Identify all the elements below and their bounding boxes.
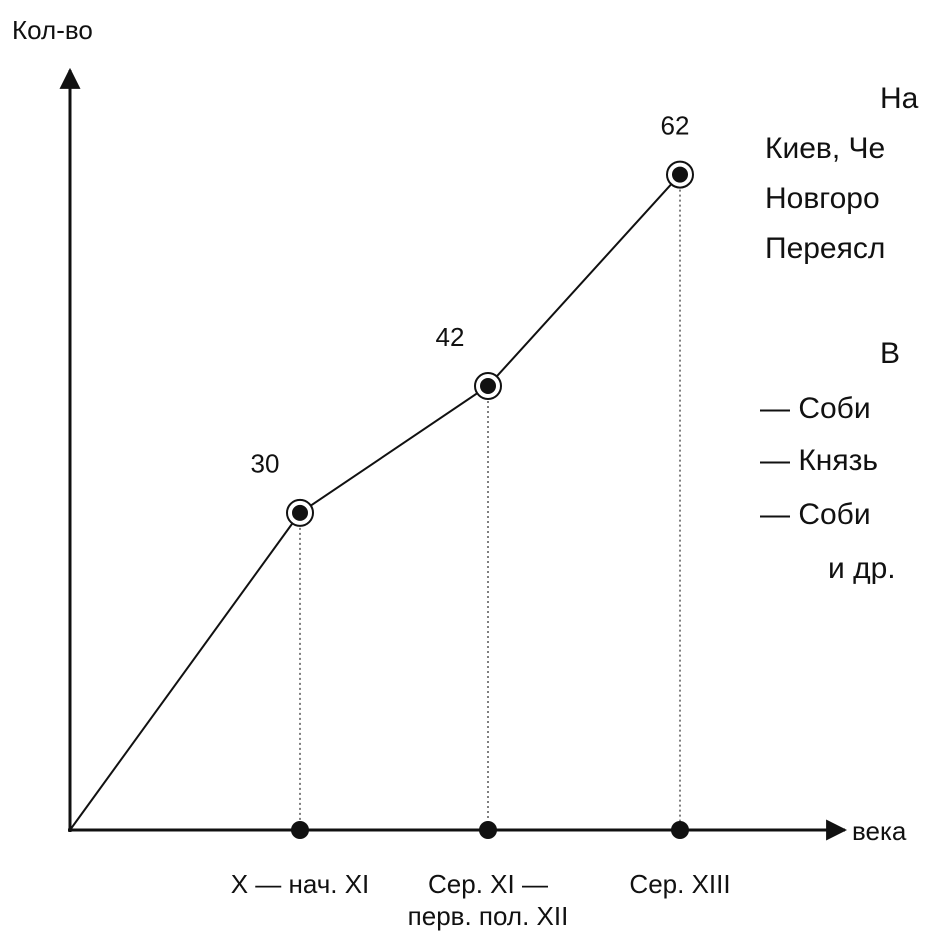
axis-dot: [479, 821, 497, 839]
point: [672, 166, 688, 183]
annotation: На: [880, 82, 919, 115]
annotation: — Соби: [760, 392, 871, 425]
value-label: 62: [661, 110, 690, 140]
point: [292, 504, 308, 521]
x-tick-label: X — нач. XI: [230, 869, 370, 899]
axis-dot: [671, 821, 689, 839]
axis-dot: [291, 821, 309, 839]
line-lead: [69, 512, 301, 831]
annotation: и др.: [828, 552, 896, 585]
annotation: — Князь: [760, 444, 878, 477]
line: [299, 173, 681, 514]
x-tick-label: Сер. XI — перв. пол. XII: [407, 869, 569, 931]
annotation: Переясл: [765, 232, 885, 265]
value-label: 30: [251, 449, 280, 479]
y-axis-label: Кол-во: [12, 15, 93, 45]
x-axis-label: века: [852, 816, 907, 846]
value-label: 42: [436, 322, 465, 352]
x-tick-label: Сер. XIII: [629, 869, 731, 899]
annotation: — Соби: [760, 498, 871, 531]
annotation: Новгоро: [765, 182, 880, 215]
point: [480, 378, 496, 394]
annotation: В: [880, 337, 900, 370]
annotation: Киев, Че: [765, 132, 885, 165]
